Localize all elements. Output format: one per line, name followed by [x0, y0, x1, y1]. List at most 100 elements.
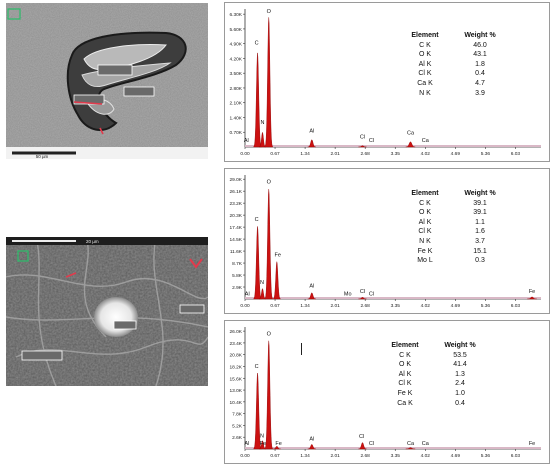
peak-label: Cl: [369, 441, 374, 447]
x-tick-label: 4.69: [451, 151, 461, 157]
y-tick-label: 3.50K: [229, 71, 242, 77]
table-row: N K 3.9: [419, 89, 485, 97]
y-tick-label: 2.6K: [232, 435, 243, 441]
spectrum-peak: [358, 297, 367, 300]
x-tick-label: 6.03: [511, 151, 521, 157]
sem-red-marker: [189, 258, 203, 269]
table-row: Al K 1.3: [398, 370, 465, 378]
sem-image-2: 20 µm: [6, 237, 208, 386]
y-tick-label: 15.6K: [229, 376, 242, 382]
y-tick-label: 23.4K: [229, 341, 242, 347]
peak-label: O: [267, 332, 272, 338]
peak-label: Ca: [407, 441, 415, 447]
table-row: Cl K 0.4: [418, 70, 485, 78]
table-row: O K 43.1: [418, 51, 487, 59]
peak-label: C: [255, 364, 259, 370]
x-tick-label: 4.02: [421, 151, 431, 157]
weight-table-header: Element Weight %: [411, 190, 496, 197]
y-tick-label: 11.6K: [230, 249, 243, 255]
x-tick-label: 4.69: [451, 453, 461, 459]
x-tick-label: 2.01: [330, 151, 340, 157]
peak-label: Al: [245, 291, 250, 297]
sem-info-bar: [6, 237, 208, 245]
peak-label: Cl: [360, 135, 365, 141]
y-tick-label: 26.1K: [229, 189, 242, 195]
table-row: Mo L 0.3: [417, 257, 485, 265]
y-tick-label: 0.70K: [229, 130, 242, 136]
peak-label: Fe: [275, 441, 281, 447]
weight-table-header: Element Weight %: [411, 32, 496, 39]
peak-label: Ca: [422, 441, 430, 447]
x-tick-label: 6.03: [511, 453, 521, 459]
spectrum-peak: [358, 145, 367, 148]
spectrum-peak: [272, 446, 281, 450]
spectrum-label-box: [97, 64, 133, 76]
eds-chart-1: 0.70K 1.40K 2.10K 2.80K 3.50K 4.20K 4.90K 5.60K…: [229, 9, 541, 157]
spectrum-baseline: [245, 297, 541, 299]
table-row: N K 3.7: [419, 237, 485, 245]
table-row: Ca K 0.4: [397, 399, 465, 407]
spectrum-label-box: [21, 350, 63, 361]
weight-table-3: Element Weight % C K 53.5 O K 41.4 Al K 1.3 …: [375, 341, 485, 408]
x-tick-label: 2.01: [330, 303, 340, 309]
weight-table-1: Element Weight % C K 46.0 O K 43.1 Al K 1.8 …: [395, 31, 505, 98]
x-tick-label: 4.02: [421, 453, 431, 459]
spectrum-peak: [307, 444, 317, 450]
peak-label: Al: [309, 283, 314, 289]
y-tick-label: 20.8K: [229, 353, 242, 359]
table-row: C K 53.5: [399, 351, 467, 359]
spectrum-peak: [358, 442, 367, 450]
table-row: O K 39.1: [418, 209, 487, 217]
sem-image-1: 50 µm: [6, 3, 208, 159]
peak-label: Fe: [529, 441, 535, 447]
eds-chart-2: 2.9K 5.8K 8.7K 11.6K 14.5K 17.4K 20.3K 23.2K 26.…: [229, 175, 541, 309]
x-tick-label: 2.68: [361, 303, 371, 309]
scale-bar-label: 50 µm: [36, 154, 49, 159]
scale-bar-label: 20 µm: [86, 239, 99, 244]
peak-label: N: [260, 120, 264, 126]
x-tick-label: 2.68: [361, 151, 371, 157]
y-tick-label: 29.0K: [229, 177, 242, 183]
x-tick-label: 5.36: [481, 151, 491, 157]
x-tick-label: 3.35: [391, 303, 401, 309]
table-row: Fe K 15.1: [417, 247, 487, 255]
y-tick-label: 4.90K: [229, 42, 242, 48]
spectrum-peak: [307, 292, 317, 300]
peak-label: Fe: [529, 289, 535, 295]
y-tick-label: 5.60K: [229, 27, 242, 33]
peak-label: O: [267, 180, 272, 186]
spectrum-peak: [253, 52, 262, 148]
particle-blob: [94, 297, 138, 337]
sem-green-marker: [17, 250, 29, 262]
y-tick-label: 14.5K: [229, 237, 242, 243]
y-tick-label: 8.7K: [232, 261, 243, 267]
peak-label: Cl: [359, 434, 364, 440]
peak-label: Fe: [275, 252, 281, 258]
sem-image-1-texture: 50 µm: [6, 3, 208, 159]
peak-label: Cl: [369, 138, 374, 144]
sem-red-marker: [73, 101, 103, 105]
eds-spectrum-3: 2.6K 5.2K 7.8K 10.4K 13.0K 15.6K 18.2K 20.8K 23.…: [224, 320, 550, 464]
spectrum-baseline: [245, 145, 541, 147]
peak-label: Cl: [360, 289, 365, 295]
y-tick-label: 2.9K: [232, 285, 243, 291]
spectrum-peak: [307, 139, 317, 148]
y-tick-label: 1.40K: [229, 115, 242, 121]
x-tick-label: 1.34: [300, 151, 310, 157]
table-row: Fe K 1.0: [397, 389, 465, 397]
peak-label: C: [255, 217, 259, 223]
y-tick-label: 23.2K: [229, 201, 242, 207]
table-row: C K 39.1: [419, 199, 487, 207]
y-tick-label: 26.0K: [229, 329, 242, 335]
weight-table-2: Element Weight % C K 39.1 O K 39.1 Al K 1.1 …: [395, 189, 505, 266]
peak-label: Al: [309, 436, 314, 442]
spectrum-peak: [272, 261, 281, 300]
table-row: Ca K 4.7: [417, 79, 485, 87]
x-tick-label: 1.34: [300, 453, 310, 459]
x-tick-label: 0.00: [240, 303, 250, 309]
x-tick-label: 3.35: [391, 151, 401, 157]
peak-label: C: [255, 41, 259, 47]
x-tick-label: 5.36: [481, 453, 491, 459]
x-tick-label: 5.36: [481, 303, 491, 309]
x-tick-label: 6.03: [511, 303, 521, 309]
